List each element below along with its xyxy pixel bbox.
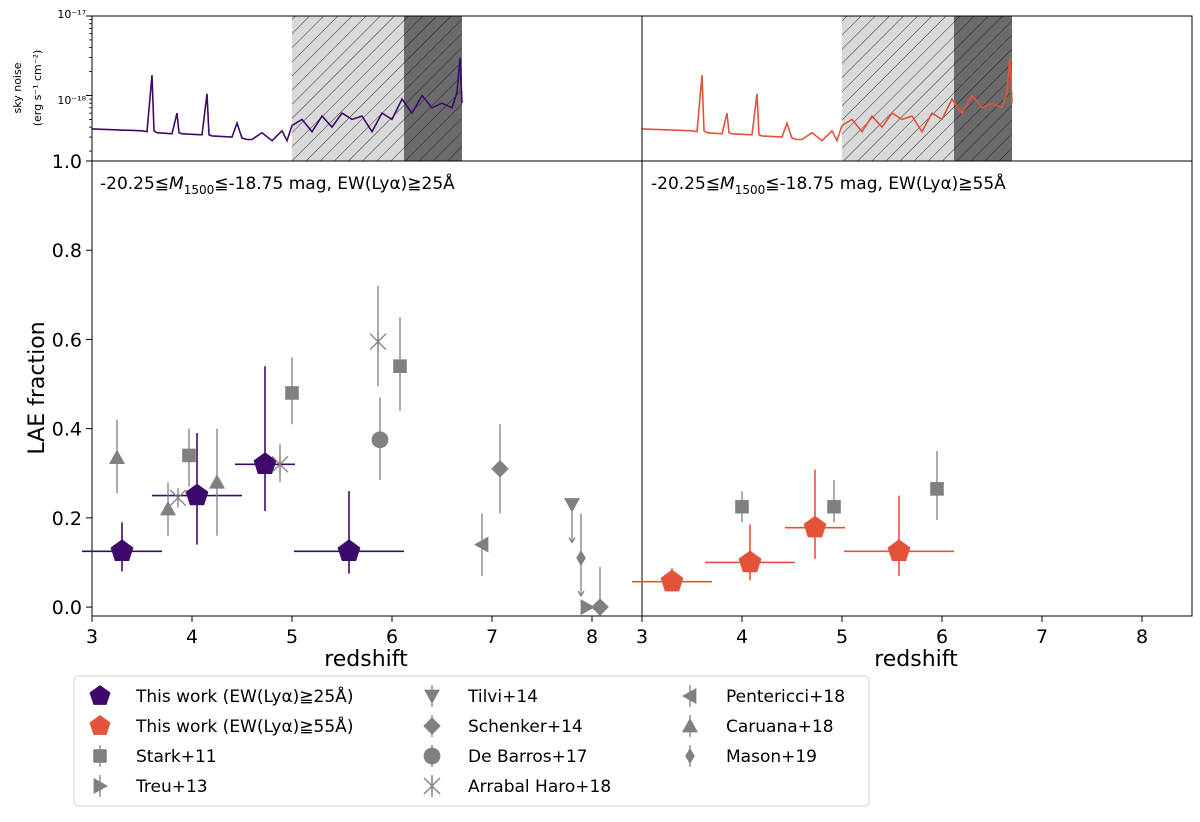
legend-marker-triangle-left [682,688,697,704]
marker-diamond-l [491,459,509,478]
sky-noise-ylabel-2: (erg s⁻¹ cm⁻²) [31,50,44,127]
shaded-region-dark-hatched-l [404,16,462,161]
legend-marker-diamond [423,717,441,735]
legend-label: This work (EW(Lyα)≧25Å) [135,685,353,707]
xtick-label: 8 [586,626,598,648]
annotation-right: -20.25≦M1500≦-18.75 mag, EW(Lyα)≧55Å [651,172,1006,197]
marker-pentagon-l [337,539,361,561]
xtick-label: 4 [736,626,748,648]
marker-pentagon-l [110,539,134,561]
legend-label: Stark+11 [136,747,217,767]
bottom-panel-frame-l [91,160,643,617]
annotation-left: -20.25≦M1500≦-18.75 mag, EW(Lyα)≧25Å [100,172,455,197]
legend-marker-pentagon [89,685,111,705]
xtick-label: 8 [1136,626,1148,648]
legend-marker-thin-diamond [685,748,695,764]
upper-limit-arrowhead [577,590,585,598]
xlabel-right: redshift [874,647,958,672]
sky-noise-line-r [641,57,1013,143]
marker-x-l [271,454,289,474]
marker-pentagon-r [803,515,827,538]
upper-limit-arrowhead [568,537,576,544]
marker-triangle-up-l [160,500,176,516]
legend-marker-x [423,776,441,796]
legend-box [73,675,870,807]
marker-triangle-up-l [209,474,225,489]
marker-thin-diamond-l [576,550,586,567]
legend-label: De Barros+17 [468,747,587,767]
shaded-region-light-hatched-r [842,16,954,161]
xtick-label: 6 [386,626,398,648]
marker-square-l [285,386,299,400]
marker-triangle-right-l [580,599,595,616]
sky-noise-line-l [91,57,463,143]
legend-label: Arrabal Haro+18 [468,777,611,797]
marker-triangle-left-l [474,536,489,553]
marker-pentagon-r [660,569,684,592]
marker-pentagon-l [185,483,209,506]
ytick-label-top-1e17: 10⁻¹⁷ [57,8,86,21]
shaded-region-dark-hatched-r [954,16,1012,161]
legend-marker-triangle-right [93,778,108,794]
ylabel-lae-fraction: LAE fraction [25,321,50,454]
sky-noise-ylabel-1: sky noise [11,62,24,113]
ytick-label: 0.0 [52,597,82,619]
marker-x-l [369,332,387,352]
marker-diamond-l [591,598,609,616]
marker-square-r [735,499,749,514]
xtick-label: 3 [86,626,98,648]
bottom-panel-frame-r [641,160,1193,617]
xtick-label: 6 [936,626,948,648]
ytick-label: 0.4 [52,419,82,441]
xlabel-left: redshift [324,647,408,672]
shaded-region-light-hatched-l [292,16,404,161]
xtick-label: 3 [636,626,648,648]
legend-label: Tilvi+14 [467,687,538,707]
legend-label: Caruana+18 [726,717,834,737]
marker-x-l [169,488,187,508]
ytick-label-top-1e18: 10⁻¹⁸ [57,94,86,107]
marker-circle-l [371,431,389,449]
legend-marker-pentagon [89,715,111,735]
marker-pentagon-r [887,539,911,561]
legend-marker-triangle-up [682,718,698,733]
xtick-label: 7 [1036,626,1048,648]
legend-label: This work (EW(Lyα)≧55Å) [135,715,353,737]
marker-pentagon-l [253,452,277,474]
legend-marker-square [93,749,107,763]
legend-label: Mason+19 [726,747,817,767]
legend-marker-triangle-down [424,689,440,704]
xtick-label: 4 [186,626,198,648]
marker-square-l [182,448,196,463]
legend-marker-circle [423,747,441,765]
xtick-label: 5 [836,626,848,648]
ytick-label: 0.8 [52,240,82,262]
marker-square-r [930,482,944,496]
legend-label: Pentericci+18 [726,687,845,707]
xtick-label: 7 [486,626,498,648]
ytick-label: 1.0 [52,151,82,173]
marker-square-l [393,359,407,373]
ytick-label: 0.6 [52,329,82,351]
marker-pentagon-r [738,550,762,573]
legend-label: Schenker+14 [468,717,583,737]
marker-triangle-up-l [109,449,125,465]
marker-triangle-down-l [564,498,580,513]
marker-square-r [827,499,841,514]
legend-label: Treu+13 [135,777,208,797]
ytick-label: 0.2 [52,508,82,530]
xtick-label: 5 [286,626,298,648]
